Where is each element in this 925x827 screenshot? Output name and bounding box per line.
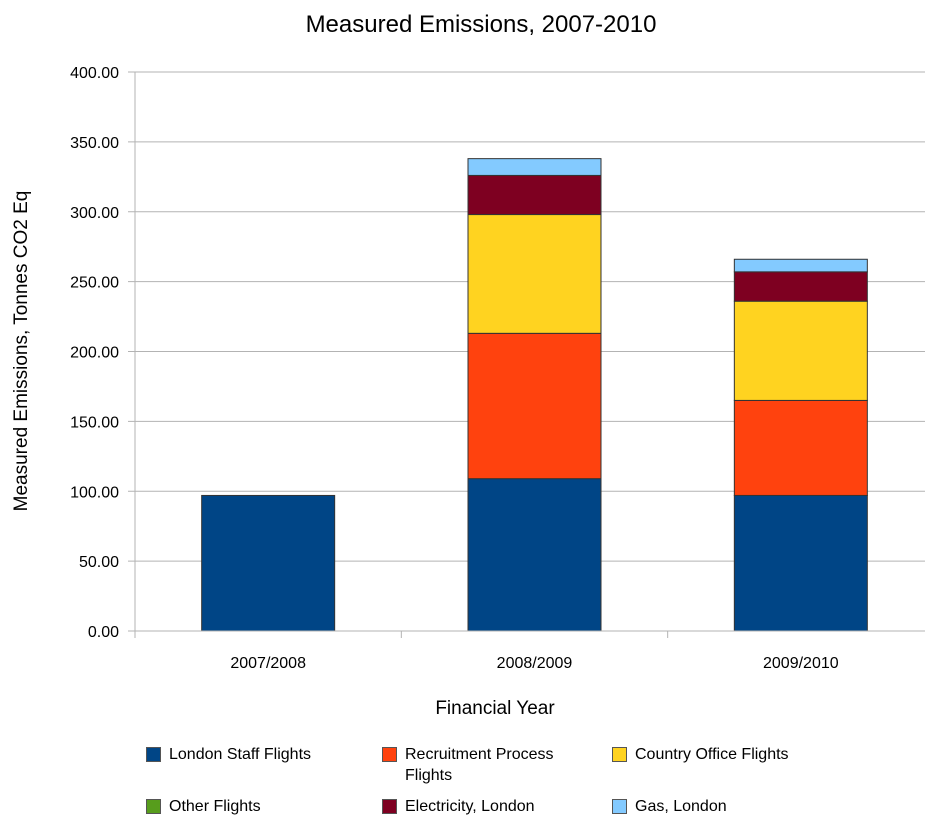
bar-segment [467, 214, 602, 334]
axes [134, 72, 925, 638]
y-axis-ticks: 0.00 50.00 100.00 150.00 200.00 250.00 300.00 3… [70, 65, 135, 641]
legend: London Staff Flights Recruitment Process … [146, 744, 846, 817]
bar-segment [733, 399, 868, 496]
legend-swatch [146, 799, 161, 814]
y-tick-label: 250.00 [70, 275, 119, 292]
chart-title: Measured Emissions, 2007-2010 [306, 11, 657, 38]
legend-item: Country Office Flights [612, 744, 832, 786]
bar-segment [467, 158, 602, 176]
bar-segment [467, 478, 602, 632]
bars [201, 158, 868, 632]
legend-label: London Staff Flights [169, 746, 312, 763]
x-tick-label: 2008/2009 [497, 655, 573, 672]
bar-segment [733, 494, 868, 632]
legend-item: Electricity, London [382, 796, 612, 817]
bar-segment [467, 332, 602, 480]
y-tick-label: 0.00 [88, 624, 119, 641]
bar-segment [733, 271, 868, 302]
bar-segment [467, 174, 602, 216]
y-tick-label: 50.00 [79, 554, 119, 571]
legend-item: London Staff Flights [146, 744, 382, 786]
legend-swatch [146, 747, 161, 762]
legend-item: Other Flights [146, 796, 382, 817]
legend-label: Gas, London [635, 798, 727, 815]
bar-segment [733, 300, 868, 401]
y-tick-label: 300.00 [70, 205, 119, 222]
legend-item: Gas, London [612, 796, 832, 817]
y-axis-title: Measured Emissions, Tonnes CO2 Eq [11, 191, 32, 512]
bar-segment [201, 494, 336, 632]
x-axis-ticks: 2007/2008 2008/2009 2009/2010 [230, 631, 839, 672]
y-tick-label: 350.00 [70, 135, 119, 152]
legend-item: Recruitment Process Flights [382, 744, 612, 786]
legend-label: Country Office Flights [635, 746, 789, 763]
bar-segment [733, 258, 868, 273]
legend-swatch [382, 747, 397, 762]
y-tick-label: 400.00 [70, 65, 119, 82]
x-axis-title: Financial Year [435, 698, 555, 719]
x-tick-label: 2007/2008 [230, 655, 306, 672]
legend-swatch [382, 799, 397, 814]
y-tick-label: 150.00 [70, 414, 119, 431]
legend-label: Electricity, London [405, 798, 535, 815]
legend-label: Other Flights [169, 798, 261, 815]
legend-label: Recruitment Process Flights [405, 746, 554, 784]
y-tick-label: 100.00 [70, 484, 119, 501]
y-tick-label: 200.00 [70, 345, 119, 362]
x-tick-label: 2009/2010 [763, 655, 839, 672]
legend-swatch [612, 747, 627, 762]
legend-swatch [612, 799, 627, 814]
